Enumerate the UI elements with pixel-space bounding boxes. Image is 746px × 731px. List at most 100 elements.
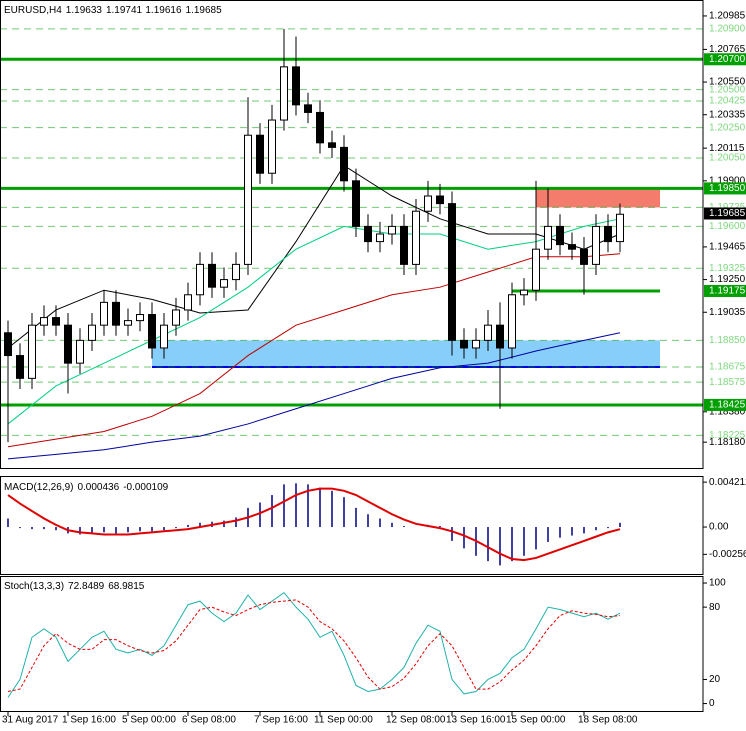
value-label: 1.19633	[66, 5, 103, 16]
level-label: 1.20700	[709, 54, 746, 65]
level-label: 1.18675	[709, 362, 746, 373]
level-label: 1.19175	[709, 286, 746, 297]
candle-body	[40, 317, 48, 326]
candle-body	[484, 324, 492, 341]
y-tick-label: 0	[709, 698, 715, 709]
candle-body	[88, 324, 96, 341]
candle-body	[436, 195, 444, 205]
stoch-panel-frame	[0, 576, 704, 712]
x-tick-label: 18 Sep 08:00	[578, 715, 638, 726]
candle-body	[160, 324, 168, 349]
level-label-box	[704, 182, 746, 195]
candle-body	[124, 320, 132, 326]
candle-body	[256, 134, 264, 174]
candle-body	[316, 111, 324, 144]
candle-body	[460, 339, 468, 349]
value-label: -0.000109	[123, 482, 168, 493]
candle-body	[508, 294, 516, 349]
moving-average	[7, 218, 621, 425]
candle-body	[364, 225, 372, 243]
candle-body	[220, 279, 228, 288]
level-label: 1.19850	[709, 183, 746, 194]
candle-body	[604, 225, 612, 243]
x-tick-label: 31 Aug 2017	[2, 715, 59, 726]
candle-body	[424, 195, 432, 212]
stoch-line	[7, 591, 621, 698]
x-tick-label: 13 Sep 16:00	[446, 715, 506, 726]
last-price-label: 1.19685	[709, 208, 746, 219]
candle-body	[148, 314, 156, 349]
x-tick-label: 11 Sep 00:00	[314, 715, 373, 726]
y-tick-label: 1.19900	[709, 175, 746, 186]
candle-body	[4, 332, 12, 357]
candle-body	[556, 225, 564, 246]
value-label: 1.19616	[145, 5, 182, 16]
level-label: 1.18425	[709, 400, 746, 411]
value-label: 1.19685	[186, 5, 223, 16]
plot-layer: 1.20985 1.20765 1.20550 1.20335 1.20115 1.199…	[0, 5, 746, 726]
y-tick-label: 100	[709, 578, 726, 589]
level-label-box	[704, 398, 746, 411]
y-tick-label: 80	[709, 602, 721, 613]
candle-body	[28, 324, 36, 379]
candle-body	[352, 180, 360, 227]
main-panel-frame	[0, 0, 704, 469]
y-tick-label: 1.18380	[709, 406, 746, 417]
y-tick-label: 0.00	[709, 522, 729, 533]
indicator-title: EURUSD,H4 1.19633 1.19741 1.19616 1.19685	[4, 5, 222, 16]
candle-body	[100, 301, 108, 326]
y-tick-label: 1.20985	[709, 11, 746, 22]
value-label: 0.000436	[77, 482, 119, 493]
candle-body	[232, 263, 240, 281]
candle-body	[136, 314, 144, 322]
value-label: 72.8489	[68, 581, 105, 592]
candle-body	[304, 104, 312, 113]
x-tick-label: 15 Sep 00:00	[506, 715, 566, 726]
candle-body	[184, 294, 192, 311]
y-tick-label: 1.20335	[709, 109, 746, 120]
signal-line	[7, 487, 621, 562]
y-tick-label: 1.19465	[709, 242, 746, 253]
candle-body	[64, 324, 72, 364]
candle-body	[520, 289, 528, 296]
x-tick-label: 12 Sep 08:00	[386, 715, 446, 726]
candle-body	[616, 213, 624, 243]
candle-body	[280, 66, 288, 121]
candle-body	[244, 134, 252, 265]
x-tick-label: 5 Sep 00:00	[122, 715, 176, 726]
last-price-box	[704, 207, 746, 220]
indicator-title: MACD(12,26,9) 0.000436 -0.000109	[4, 482, 169, 493]
candle-body	[292, 66, 300, 106]
level-label-box	[704, 53, 746, 66]
x-tick-label: 6 Sep 08:00	[182, 715, 236, 726]
candle-body	[76, 339, 84, 364]
level-label-box	[704, 284, 746, 297]
candle-body	[568, 244, 576, 250]
stoch-line	[7, 599, 621, 692]
candle-body	[472, 339, 480, 349]
level-label: 1.20500	[709, 84, 746, 95]
level-label: 1.18225	[709, 430, 746, 441]
macd-panel-frame	[0, 476, 704, 575]
y-tick-label: 0.004212	[709, 477, 746, 488]
y-tick-label: 1.19035	[709, 307, 746, 318]
zone	[152, 340, 660, 367]
y-tick-label: 1.20765	[709, 44, 746, 55]
title: Stoch(13,3,3)	[4, 581, 64, 592]
candle-body	[412, 210, 420, 265]
value-label: 1.19741	[106, 5, 143, 16]
candle-body	[448, 203, 456, 341]
candle-body	[496, 324, 504, 349]
level-label: 1.18575	[709, 377, 746, 388]
candle-body	[340, 146, 348, 182]
level-label: 1.20050	[709, 153, 746, 164]
moving-average	[7, 332, 621, 460]
level-label: 1.20250	[709, 122, 746, 133]
candle-body	[328, 142, 336, 148]
y-tick-label: 1.20550	[709, 77, 746, 88]
candle-body	[16, 355, 24, 379]
level-label: 1.19325	[709, 263, 746, 274]
y-tick-label: 1.20115	[709, 143, 745, 154]
x-tick-label: 1 Sep 16:00	[62, 715, 116, 726]
value-label: 68.9815	[108, 581, 145, 592]
